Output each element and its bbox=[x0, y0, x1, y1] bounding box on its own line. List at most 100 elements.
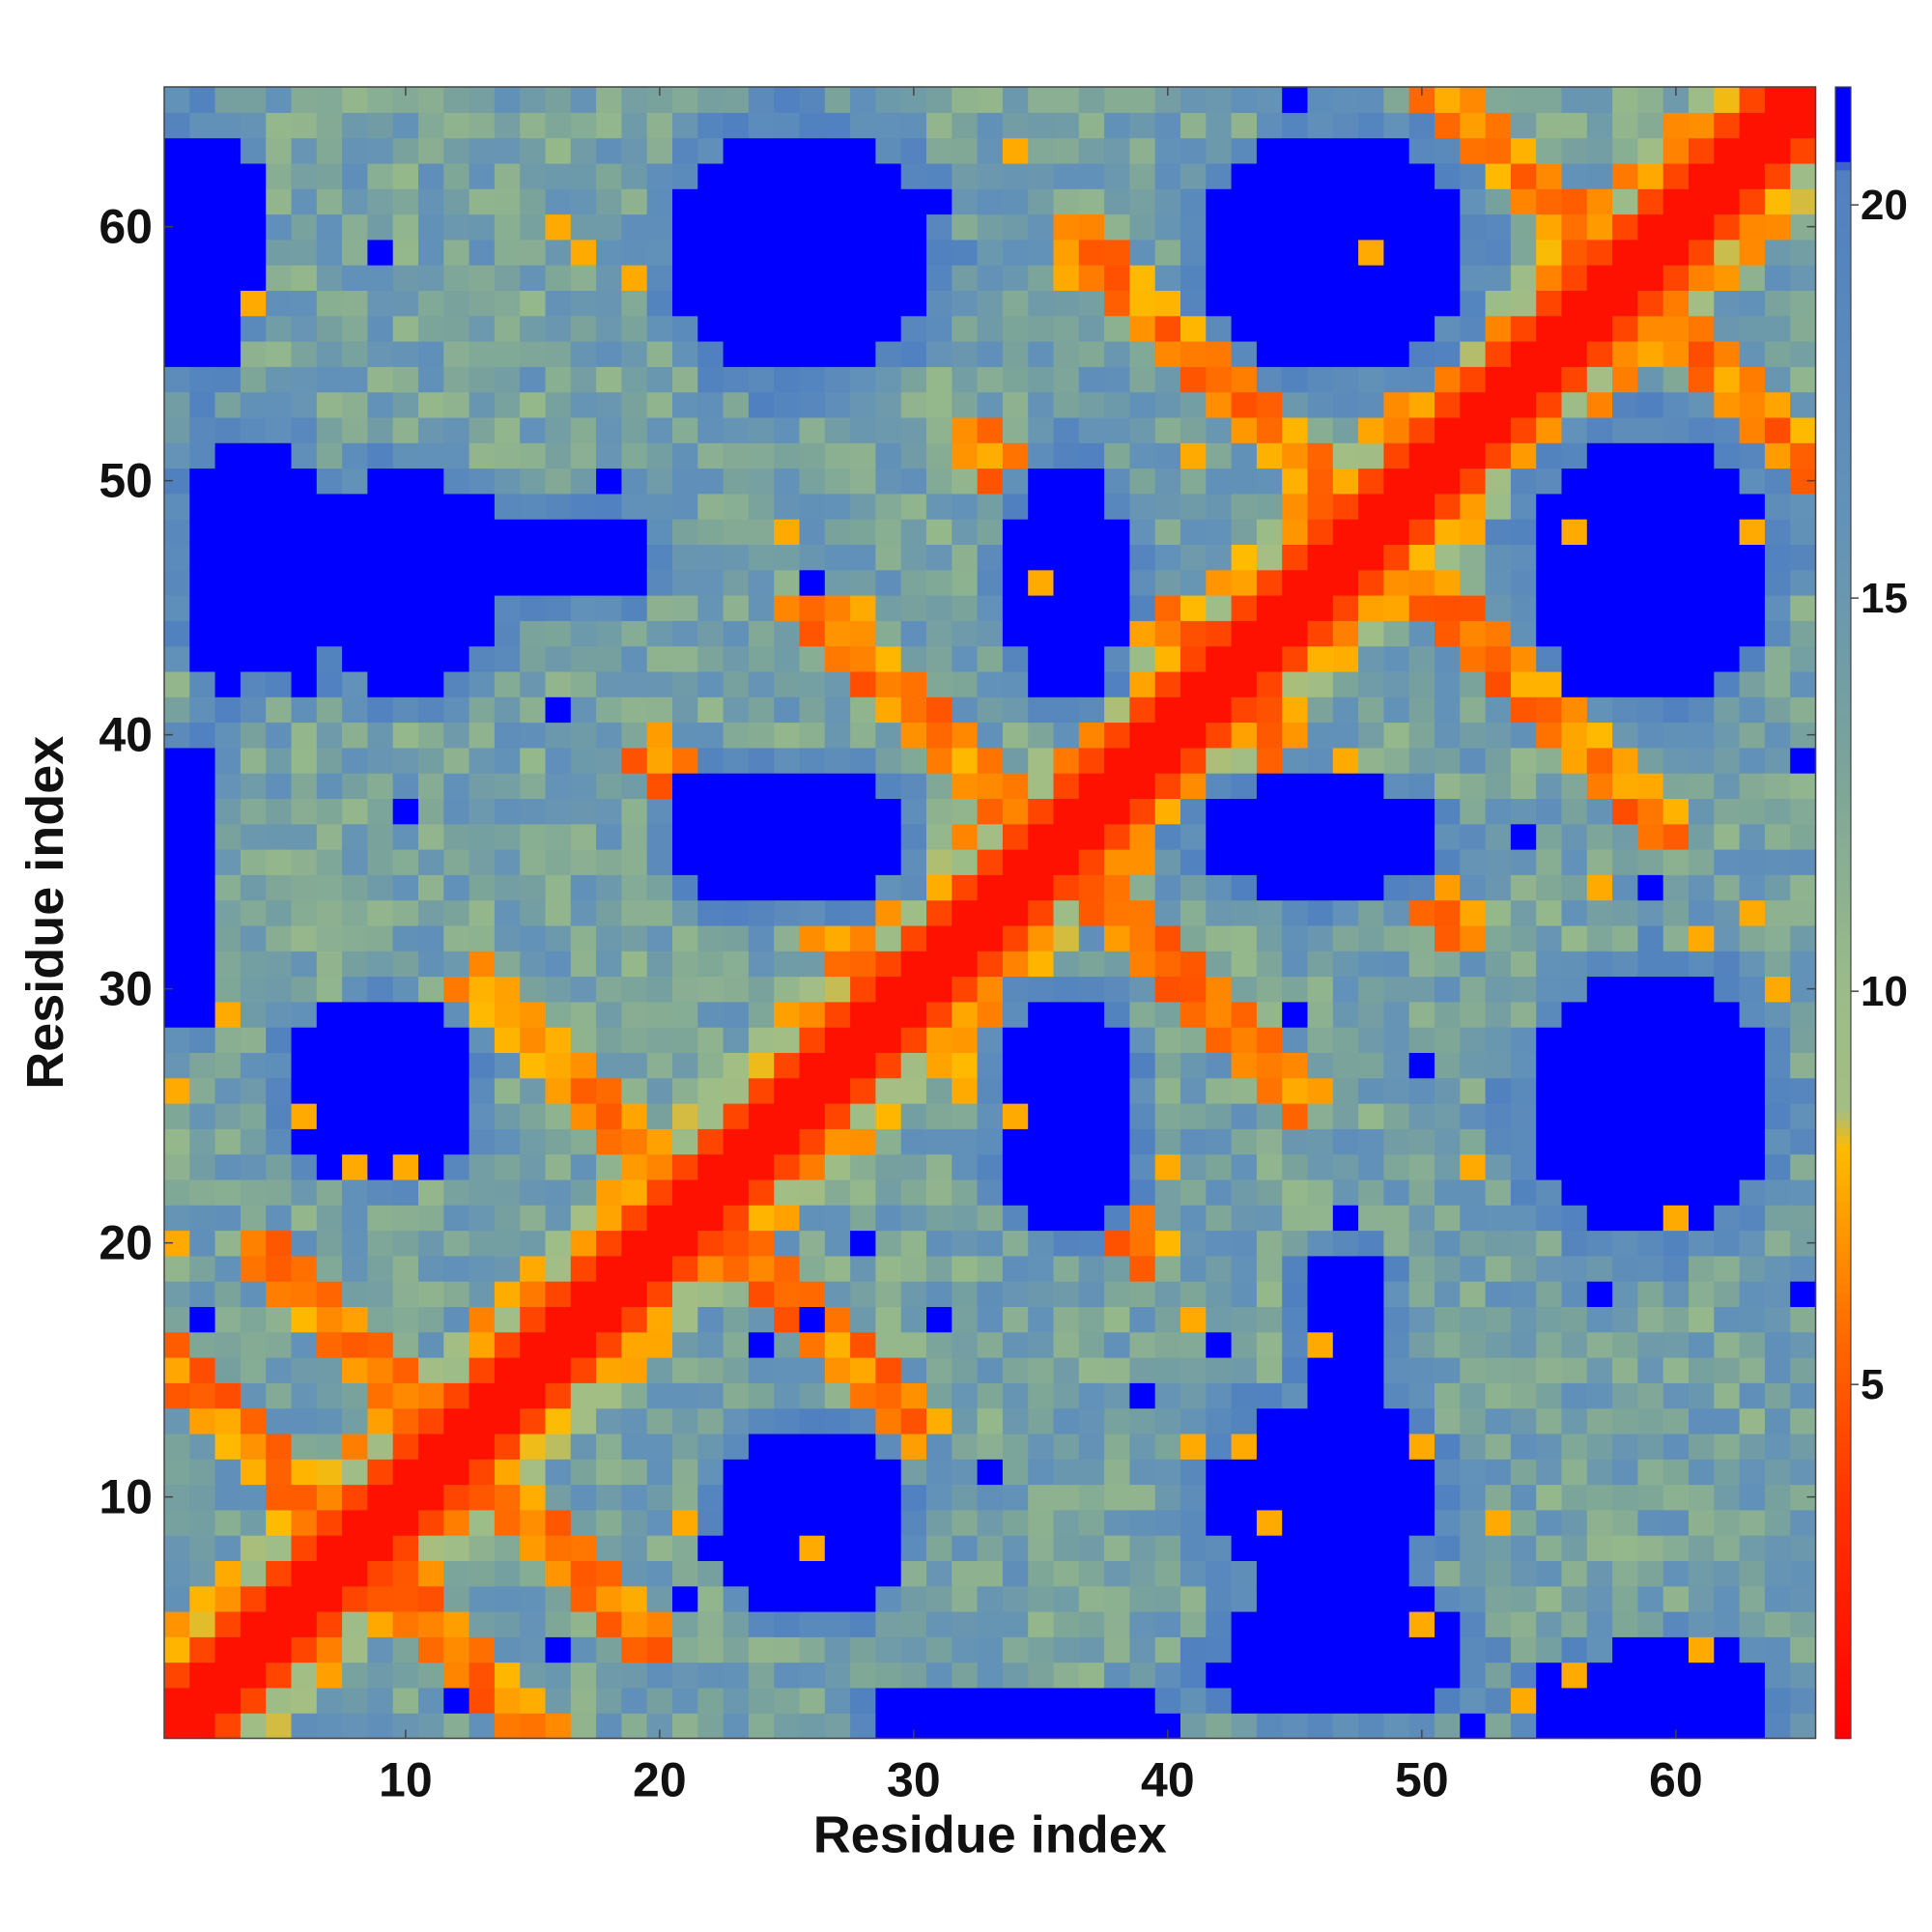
heatmap-cell bbox=[1510, 1484, 1537, 1511]
heatmap-cell bbox=[672, 1382, 698, 1409]
heatmap-cell bbox=[189, 1205, 216, 1232]
heatmap-cell bbox=[418, 1077, 444, 1104]
heatmap-cell bbox=[240, 290, 267, 317]
heatmap-cell bbox=[1078, 1484, 1105, 1511]
heatmap-cell bbox=[1689, 773, 1715, 799]
heatmap-cell bbox=[520, 137, 547, 164]
heatmap-cell bbox=[1536, 1027, 1563, 1053]
heatmap-cell bbox=[1790, 442, 1817, 469]
heatmap-cell bbox=[342, 874, 368, 901]
heatmap-cell bbox=[189, 1357, 216, 1383]
heatmap-cell bbox=[316, 747, 343, 774]
heatmap-cell bbox=[545, 1382, 572, 1409]
heatmap-cell bbox=[799, 1433, 826, 1460]
heatmap-cell bbox=[1662, 722, 1690, 749]
heatmap-cell bbox=[1028, 722, 1055, 749]
heatmap-cell bbox=[1053, 391, 1080, 418]
heatmap-cell bbox=[1460, 137, 1487, 164]
heatmap-cell bbox=[900, 1560, 927, 1587]
heatmap-cell bbox=[1662, 773, 1690, 799]
heatmap-cell bbox=[824, 1585, 851, 1612]
heatmap-cell bbox=[621, 1103, 648, 1129]
heatmap-cell bbox=[545, 1179, 572, 1206]
heatmap-cell bbox=[824, 1306, 851, 1333]
heatmap-cell bbox=[418, 670, 444, 697]
heatmap-cell bbox=[1561, 162, 1588, 189]
heatmap-cell bbox=[1536, 213, 1563, 241]
heatmap-cell bbox=[774, 1331, 801, 1358]
heatmap-cell bbox=[1485, 1662, 1512, 1689]
heatmap-cell bbox=[850, 391, 876, 418]
heatmap-cell bbox=[1536, 1153, 1563, 1180]
heatmap-cell bbox=[672, 1484, 698, 1511]
heatmap-cell bbox=[1637, 1585, 1664, 1612]
heatmap-cell bbox=[799, 1687, 826, 1714]
heatmap-cell bbox=[748, 391, 775, 418]
heatmap-cell bbox=[1536, 1484, 1563, 1511]
heatmap-cell bbox=[266, 315, 293, 342]
heatmap-cell bbox=[1154, 595, 1181, 621]
heatmap-cell bbox=[189, 874, 216, 901]
heatmap-cell bbox=[850, 213, 876, 241]
heatmap-cell bbox=[1739, 112, 1766, 139]
heatmap-cell bbox=[697, 544, 724, 571]
heatmap-cell bbox=[1586, 1281, 1613, 1307]
heatmap-cell bbox=[748, 924, 775, 952]
heatmap-cell bbox=[1002, 265, 1029, 291]
heatmap-cell bbox=[469, 1331, 496, 1358]
heatmap-cell bbox=[189, 112, 216, 139]
heatmap-cell bbox=[1764, 823, 1791, 850]
heatmap-cell bbox=[1586, 1331, 1613, 1358]
heatmap-cell bbox=[342, 391, 368, 418]
heatmap-cell bbox=[1485, 620, 1512, 647]
heatmap-cell bbox=[570, 823, 597, 850]
heatmap-cell bbox=[900, 1205, 927, 1232]
heatmap-cell bbox=[545, 544, 572, 571]
heatmap-cell bbox=[1714, 239, 1741, 266]
heatmap-cell bbox=[1790, 188, 1817, 215]
heatmap-cell bbox=[1053, 924, 1080, 952]
heatmap-cell bbox=[900, 265, 927, 291]
heatmap-cell bbox=[545, 1001, 572, 1028]
heatmap-cell bbox=[1689, 1357, 1715, 1383]
heatmap-cell bbox=[646, 1509, 673, 1536]
heatmap-cell bbox=[1561, 112, 1588, 139]
heatmap-cell bbox=[1358, 595, 1384, 621]
heatmap-cell bbox=[952, 1281, 979, 1307]
heatmap-cell bbox=[443, 1027, 470, 1053]
heatmap-cell bbox=[342, 1205, 368, 1232]
heatmap-cell bbox=[291, 1662, 318, 1689]
heatmap-cell bbox=[1256, 239, 1283, 266]
heatmap-cell bbox=[1764, 1535, 1791, 1561]
heatmap-cell bbox=[748, 1027, 775, 1053]
heatmap-cell bbox=[1586, 951, 1613, 978]
heatmap-cell bbox=[672, 442, 698, 469]
heatmap-cell bbox=[1662, 366, 1690, 393]
heatmap-cell bbox=[545, 137, 572, 164]
heatmap-cell bbox=[1028, 1153, 1055, 1180]
heatmap-cell bbox=[1231, 1636, 1258, 1663]
heatmap-cell bbox=[1053, 315, 1080, 342]
heatmap-cell bbox=[189, 1103, 216, 1129]
heatmap-cell bbox=[596, 519, 622, 545]
heatmap-cell bbox=[1053, 1585, 1080, 1612]
heatmap-cell bbox=[520, 823, 547, 850]
heatmap-cell bbox=[1689, 1103, 1715, 1129]
heatmap-cell bbox=[214, 290, 242, 317]
heatmap-cell bbox=[748, 341, 775, 367]
heatmap-cell bbox=[1689, 290, 1715, 317]
heatmap-cell bbox=[1078, 1077, 1105, 1104]
heatmap-cell bbox=[342, 137, 368, 164]
colorbar-segment bbox=[1835, 1647, 1851, 1657]
heatmap-cell bbox=[367, 239, 394, 266]
heatmap-cell bbox=[494, 366, 521, 393]
heatmap-cell bbox=[1739, 290, 1766, 317]
heatmap-cell bbox=[1028, 1103, 1055, 1129]
heatmap-cell bbox=[1180, 1077, 1207, 1104]
heatmap-cell bbox=[392, 899, 419, 926]
heatmap-cell bbox=[494, 1153, 521, 1180]
heatmap-cell bbox=[697, 366, 724, 393]
heatmap-cell bbox=[1739, 1484, 1766, 1511]
heatmap-cell bbox=[1129, 798, 1156, 825]
heatmap-cell bbox=[977, 1153, 1004, 1180]
